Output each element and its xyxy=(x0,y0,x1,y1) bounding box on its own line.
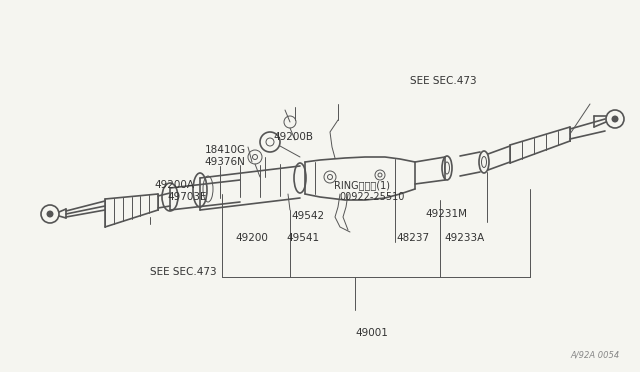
Text: RINGリング(1): RINGリング(1) xyxy=(334,180,390,190)
Text: 49376N: 49376N xyxy=(205,157,246,167)
Text: 49231M: 49231M xyxy=(426,209,468,219)
Text: A/92A 0054: A/92A 0054 xyxy=(571,351,620,360)
Text: 00922-25510: 00922-25510 xyxy=(339,192,404,202)
Text: 49703E: 49703E xyxy=(168,192,207,202)
Circle shape xyxy=(611,115,618,122)
Text: 48237: 48237 xyxy=(397,233,430,243)
Text: 49233A: 49233A xyxy=(445,233,485,243)
Text: 49001: 49001 xyxy=(355,328,388,338)
Circle shape xyxy=(47,211,54,218)
Text: 49200A: 49200A xyxy=(155,180,195,190)
Text: 18410G: 18410G xyxy=(205,145,246,154)
Text: SEE SEC.473: SEE SEC.473 xyxy=(410,76,476,86)
Text: SEE SEC.473: SEE SEC.473 xyxy=(150,267,217,276)
Text: 49200: 49200 xyxy=(236,233,268,243)
Text: 49200B: 49200B xyxy=(274,132,314,142)
Text: 49542: 49542 xyxy=(292,211,325,221)
Text: 49541: 49541 xyxy=(287,233,320,243)
